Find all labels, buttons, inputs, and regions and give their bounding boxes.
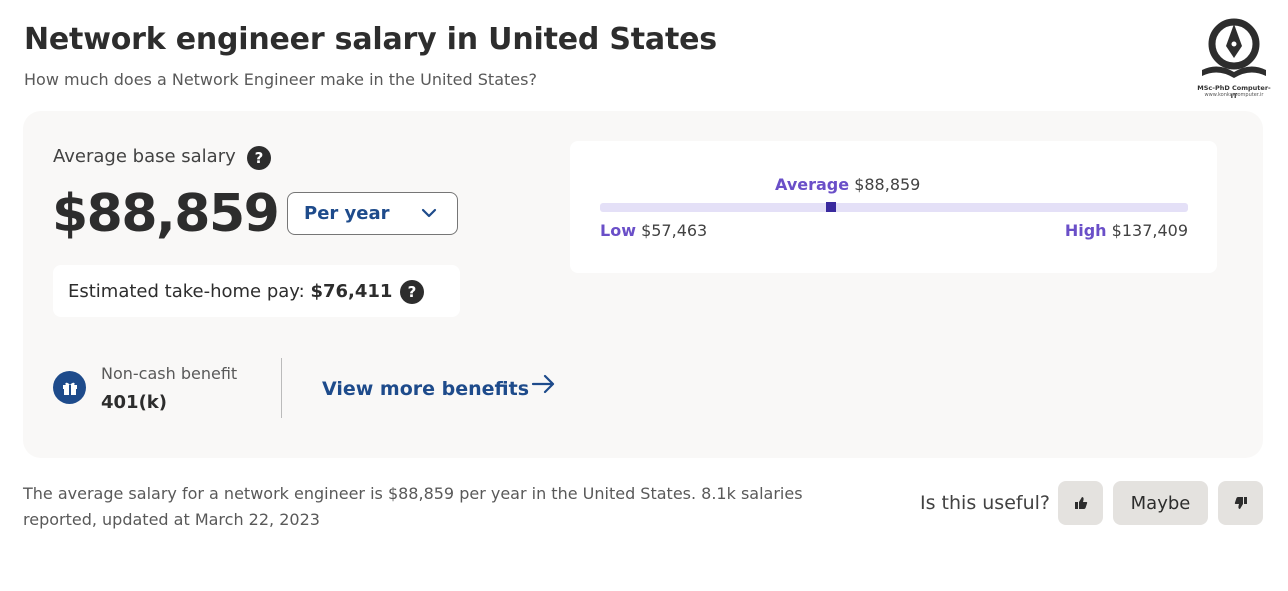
- range-average-marker: [825, 202, 836, 212]
- thumbs-down-button[interactable]: [1218, 481, 1263, 525]
- range-low-value: $57,463: [641, 221, 708, 240]
- feedback-question: Is this useful?: [920, 492, 1050, 514]
- average-salary-value: $88,859: [52, 184, 280, 244]
- gift-icon: [53, 371, 86, 404]
- period-select[interactable]: Per year: [287, 192, 458, 235]
- range-average-value: $88,859: [854, 175, 921, 194]
- view-more-benefits-link[interactable]: View more benefits: [322, 378, 530, 400]
- page-title: Network engineer salary in United States: [24, 22, 717, 57]
- benefit-label: Non-cash benefit: [101, 364, 238, 383]
- takehome-label: Estimated take-home pay:: [68, 281, 311, 302]
- takehome-help-icon[interactable]: ?: [400, 280, 424, 304]
- thumbs-down-icon: [1234, 497, 1247, 509]
- range-high-value: $137,409: [1111, 221, 1188, 240]
- period-select-value: Per year: [304, 203, 390, 224]
- thumbs-up-button[interactable]: [1058, 481, 1103, 525]
- takehome-value: $76,411: [310, 281, 393, 302]
- chevron-down-icon: [421, 208, 437, 218]
- range-average-label: Average: [775, 175, 850, 194]
- range-high: High $137,409: [1065, 221, 1188, 240]
- salary-summary: The average salary for a network enginee…: [23, 484, 803, 529]
- takehome-text: Estimated take-home pay: $76,411: [68, 281, 392, 302]
- help-icon[interactable]: ?: [247, 146, 271, 170]
- range-low-label: Low: [600, 221, 636, 240]
- page-subtitle: How much does a Network Engineer make in…: [24, 70, 537, 89]
- benefit-value: 401(k): [101, 392, 167, 413]
- range-average: Average $88,859: [775, 175, 920, 194]
- range-high-label: High: [1064, 221, 1107, 240]
- average-salary-label: Average base salary: [53, 146, 236, 167]
- logo-pen-book-icon: [1202, 18, 1266, 78]
- salary-range-card: Average $88,859 Low $57,463 High $137,40…: [570, 141, 1217, 273]
- takehome-box: Estimated take-home pay: $76,411 ?: [53, 265, 460, 317]
- maybe-button[interactable]: Maybe: [1113, 481, 1208, 525]
- divider: [281, 358, 282, 418]
- thumbs-up-icon: [1074, 497, 1087, 509]
- range-low: Low $57,463: [600, 221, 707, 240]
- range-track: [600, 203, 1188, 212]
- logo-subtext: www.konkurcomputer.ir: [1204, 92, 1264, 98]
- arrow-right-icon[interactable]: [531, 373, 557, 395]
- logo-text: MSc-PhD Computer-IT: [1197, 84, 1271, 100]
